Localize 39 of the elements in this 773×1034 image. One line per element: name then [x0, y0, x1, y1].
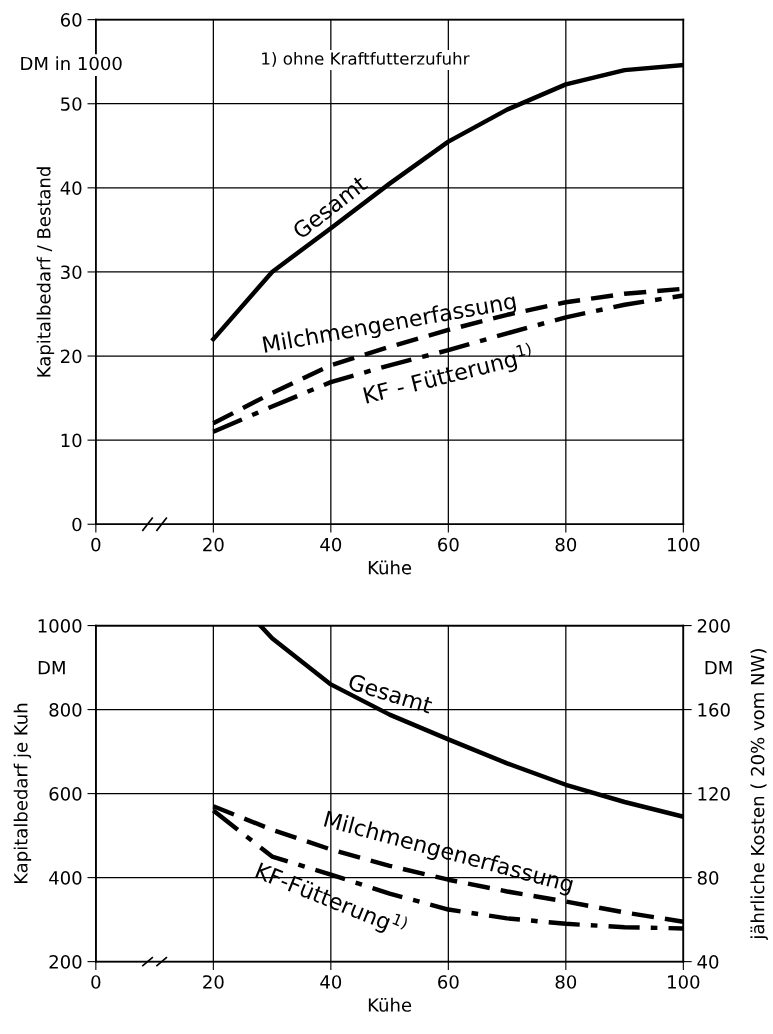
y-tick-label: 600	[49, 787, 82, 801]
x-tick-label: 0	[91, 537, 101, 552]
x-axis-title: Kühe	[368, 560, 412, 575]
y-tick-label: 30	[61, 265, 82, 280]
text: DM	[38, 661, 65, 675]
y-tick-label: 20	[61, 349, 82, 364]
x-tick-label: 20	[203, 975, 224, 989]
y-tick-label: 800	[49, 703, 82, 717]
text: KF - Fütterung$^{1)}$	[362, 342, 535, 408]
y-tick-label: 60	[60, 13, 82, 27]
y-tick-label: 50	[61, 97, 82, 111]
y2-tick-label: 160	[698, 703, 730, 717]
x-tick-label: 40	[320, 975, 342, 989]
x-tick-label: 20	[203, 537, 224, 552]
y2-tick-label: 200	[697, 619, 730, 633]
annotation: DM in 1000	[21, 56, 122, 71]
x-tick-label: 40	[320, 537, 342, 552]
y2-tick-label: 40	[697, 955, 719, 969]
y-tick-label: 1000	[38, 619, 82, 633]
y2-tick-label: 80	[697, 871, 719, 885]
text: DM	[705, 661, 732, 675]
y-tick-label: 200	[49, 955, 82, 969]
annotation: 1) ohne Kraftfutterzufuhr	[262, 51, 470, 67]
x-axis-title: Kühe	[368, 997, 412, 1012]
x-tick-label: 80	[555, 975, 577, 989]
y-tick-label: 0	[72, 517, 82, 532]
y-tick-label: 400	[49, 871, 82, 885]
y-axis-title: Kapitalbedarf / Bestand	[36, 167, 55, 377]
y-tick-label: 10	[61, 433, 82, 448]
x-tick-label: 60	[438, 975, 459, 989]
y-tick-label: 40	[60, 181, 82, 195]
x-tick-label: 60	[438, 537, 459, 552]
x-tick-label: 100	[668, 975, 700, 989]
y2-tick-label: 120	[698, 787, 730, 801]
y-axis-title: Kapitalbedarf je Kuh	[13, 703, 32, 884]
x-tick-label: 0	[91, 975, 101, 989]
x-tick-label: 100	[668, 537, 700, 552]
y2-axis-title: jährliche Kosten ( 20% vom NW)	[750, 649, 768, 940]
x-tick-label: 80	[555, 537, 577, 552]
